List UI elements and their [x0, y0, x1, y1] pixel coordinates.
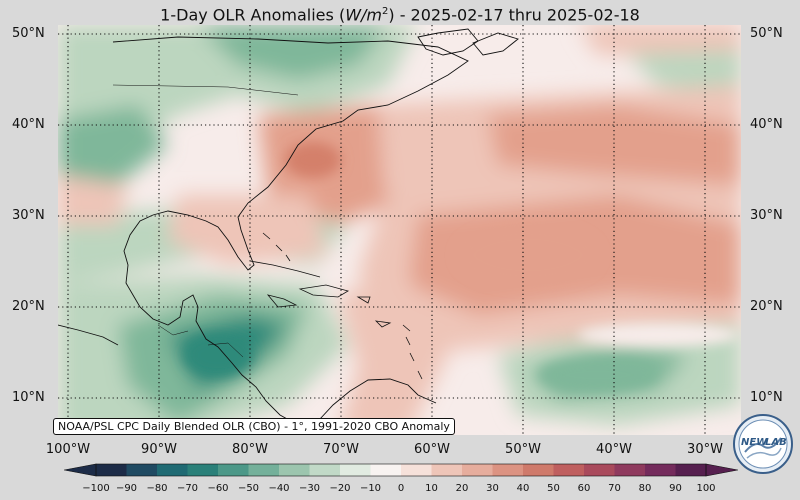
colorbar-cell: [248, 464, 280, 476]
colorbar-tick-label: −40: [268, 483, 290, 494]
lat-label-right-10n: 10°N: [750, 390, 783, 405]
colorbar-cell: [645, 464, 676, 476]
colorbar-cell: [370, 464, 402, 476]
lon-label-60w: 60°W: [414, 442, 450, 457]
colorbar-cell: [462, 464, 493, 476]
colorbar-tick-label: 30: [486, 483, 499, 494]
colorbar-cell: [218, 464, 249, 476]
colorbar-tick-label: 70: [608, 483, 621, 494]
logo-text-right: LAB: [765, 437, 787, 448]
lon-label-30w: 30°W: [687, 442, 723, 457]
colorbar-tick-label: 40: [516, 483, 530, 494]
lon-label-90w: 90°W: [141, 442, 177, 457]
lon-label-80w: 80°W: [232, 442, 268, 457]
borders: [112, 84, 299, 358]
lon-label-70w: 70°W: [323, 442, 359, 457]
lat-label-right-20n: 20°N: [750, 299, 783, 314]
colorbar: [64, 463, 738, 477]
lon-label-50w: 50°W: [505, 442, 541, 457]
lat-label-left-40n: 40°N: [12, 117, 45, 132]
lat-label-right-50n: 50°N: [750, 26, 783, 41]
colorbar-tick-label: −100: [82, 483, 110, 494]
colorbar-cell: [126, 464, 158, 476]
colorbar-cell: [675, 464, 707, 476]
colorbar-tick-label: −70: [176, 483, 199, 494]
colorbar-tick-label: 60: [577, 483, 591, 494]
colorbar-tick-label: 90: [669, 483, 682, 494]
map-title: 1-Day OLR Anomalies (W/m2) - 2025-02-17 …: [0, 0, 800, 24]
anomaly-field: [58, 25, 741, 435]
anomaly-map: [58, 25, 741, 435]
colorbar-cell: [431, 464, 463, 476]
colorbar-tick-label: −80: [146, 483, 168, 494]
colorbar-cell: [309, 464, 341, 476]
lat-label-left-50n: 50°N: [12, 26, 45, 41]
lat-label-right-40n: 40°N: [750, 117, 783, 132]
title-exponent: 2: [381, 6, 389, 17]
colorbar-tick-label: −50: [237, 483, 260, 494]
lat-label-left-20n: 20°N: [12, 299, 45, 314]
colorbar-tick-label: 10: [425, 483, 438, 494]
logo-text-left: NEW: [741, 437, 768, 448]
colorbar-cells: [96, 464, 707, 476]
colorbar-tick-label: −30: [298, 483, 321, 494]
source-note: NOAA/PSL CPC Daily Blended OLR (CBO) - 1…: [53, 418, 455, 435]
colorbar-cell: [492, 464, 524, 476]
colorbar-cell: [157, 464, 188, 476]
colorbar-cell: [96, 464, 127, 476]
colorbar-cell: [187, 464, 219, 476]
colorbar-tick-label: 80: [638, 483, 652, 494]
colorbar-cell: [614, 464, 646, 476]
lon-label-40w: 40°W: [596, 442, 632, 457]
title-variable: W/m: [345, 5, 382, 25]
colorbar-cell: [340, 464, 371, 476]
colorbar-tick-label: −60: [207, 483, 229, 494]
anomaly-detail: [183, 142, 738, 393]
gridlines: [58, 25, 741, 435]
lat-label-left-30n: 30°N: [12, 208, 45, 223]
colorbar-cell: [584, 464, 615, 476]
colorbar-tick-label: 0: [397, 483, 405, 494]
colorbar-tick-label: −20: [329, 483, 351, 494]
colorbar-cell: [553, 464, 585, 476]
colorbar-outline: [95, 463, 707, 477]
colorbar-tick-label: 100: [696, 483, 716, 494]
lon-label-100w: 100°W: [45, 442, 91, 457]
lat-label-left-10n: 10°N: [12, 390, 45, 405]
lat-label-right-30n: 30°N: [750, 208, 783, 223]
title-suffix: ) - 2025-02-17 thru 2025-02-18: [388, 5, 640, 25]
colorbar-tick-label: 50: [547, 483, 560, 494]
colorbar-tick-label: −90: [115, 483, 138, 494]
colorbar-tick-label: 20: [455, 483, 469, 494]
colorbar-tick-label: −10: [359, 483, 382, 494]
colorbar-cell: [279, 464, 310, 476]
colorbar-cell: [401, 464, 432, 476]
colorbar-left-arrow: [64, 463, 97, 477]
lab-logo: NEW LAB: [733, 414, 793, 474]
coastlines: [58, 28, 519, 435]
colorbar-cell: [523, 464, 554, 476]
title-prefix: 1-Day OLR Anomalies (: [160, 5, 346, 25]
caribbean-islands: [249, 232, 423, 380]
